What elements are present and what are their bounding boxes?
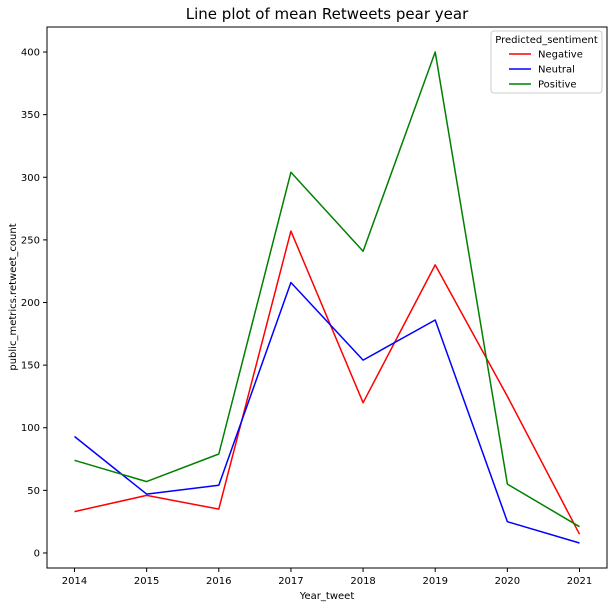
legend: Predicted_sentiment Negative Neutral Posit… — [490, 30, 603, 94]
legend-box — [490, 30, 603, 94]
y-tick-label: 150 — [21, 361, 40, 372]
y-tick-label: 350 — [21, 110, 40, 121]
y-axis-label: public_metrics.retweet_count — [8, 223, 19, 370]
y-tick-label: 250 — [21, 235, 40, 246]
legend-label-negative: Negative — [538, 50, 583, 61]
series-lines — [74, 51, 581, 544]
x-tick-label: 2016 — [206, 576, 231, 587]
legend-entries: Negative Neutral Positive — [509, 50, 583, 91]
legend-label-neutral: Neutral — [538, 65, 575, 76]
y-tick-label: 300 — [21, 173, 40, 184]
x-tick-label: 2015 — [134, 576, 159, 587]
y-tick-label: 100 — [21, 423, 40, 434]
x-tick-label: 2018 — [350, 576, 375, 587]
y-tick-label: 200 — [21, 298, 40, 309]
x-tick-label: 2019 — [422, 576, 447, 587]
y-tick-label: 400 — [21, 48, 40, 59]
series-line-negative — [74, 230, 581, 535]
x-tick-label: 2017 — [278, 576, 303, 587]
y-tick-label: 0 — [34, 548, 40, 559]
x-tick-label: 2020 — [495, 576, 520, 587]
legend-label-positive: Positive — [538, 80, 577, 91]
x-tick-label: 2021 — [567, 576, 592, 587]
y-tick-label: 50 — [27, 486, 40, 497]
series-line-neutral — [74, 281, 580, 544]
x-axis-label: Year_tweet — [299, 591, 355, 602]
x-axis: 2014 2015 2016 2017 2018 2019 2020 2021 — [62, 568, 592, 587]
y-axis: 0 50 100 150 200 250 300 350 400 — [21, 48, 47, 559]
x-tick-label: 2014 — [62, 576, 87, 587]
legend-title: Predicted_sentiment — [495, 35, 598, 46]
chart-title: Line plot of mean Retweets pear year — [186, 5, 469, 23]
plot-area-frame — [46, 26, 608, 569]
series-line-positive — [74, 51, 580, 528]
